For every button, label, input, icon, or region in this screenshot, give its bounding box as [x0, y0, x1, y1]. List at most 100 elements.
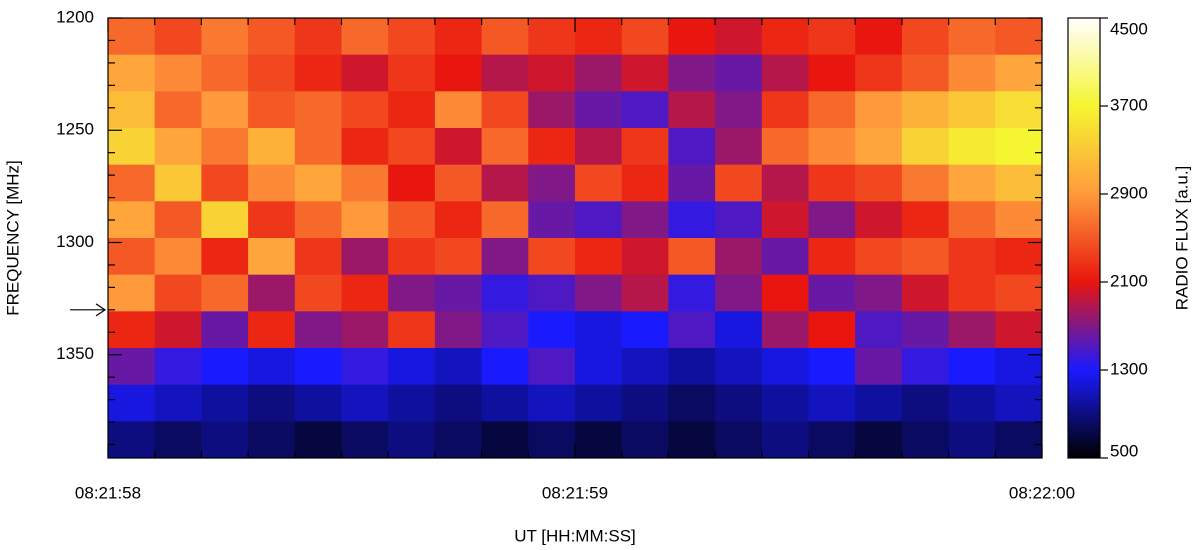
heatmap-cell — [248, 164, 296, 202]
heatmap-cell — [528, 274, 576, 312]
heatmap-cell — [808, 18, 856, 56]
heatmap-cell — [248, 128, 296, 166]
heatmap-cell — [668, 384, 716, 422]
heatmap-cell — [201, 311, 249, 349]
heatmap-cell — [434, 274, 483, 312]
heatmap-cell — [481, 164, 529, 202]
heatmap-cell — [715, 384, 763, 422]
heatmap-cell — [855, 54, 903, 92]
heatmap-cell — [154, 384, 202, 422]
heatmap-cell — [434, 18, 483, 56]
colorbar-tick-label: 3700 — [1110, 95, 1148, 114]
heatmap-cell — [808, 91, 856, 129]
heatmap-cell — [575, 384, 623, 422]
heatmap-cell — [434, 238, 483, 276]
heatmap-cell — [248, 54, 296, 92]
heatmap-cell — [668, 54, 716, 92]
colorbar-tick-label: 4500 — [1110, 19, 1148, 38]
heatmap — [108, 18, 1043, 459]
x-tick-label: 08:21:58 — [75, 483, 141, 502]
heatmap-cell — [108, 91, 156, 129]
heatmap-cell — [621, 348, 669, 386]
heatmap-cell — [808, 128, 856, 166]
heatmap-cell — [948, 421, 996, 459]
heatmap-cell — [294, 164, 342, 202]
heatmap-cell — [528, 348, 576, 386]
heatmap-cell — [668, 348, 716, 386]
heatmap-cell — [201, 91, 249, 129]
heatmap-cell — [715, 421, 763, 459]
heatmap-cell — [575, 18, 623, 56]
heatmap-cell — [388, 128, 436, 166]
heatmap-cell — [154, 201, 202, 239]
heatmap-cell — [855, 164, 903, 202]
heatmap-cell — [948, 238, 996, 276]
heatmap-cell — [808, 201, 856, 239]
heatmap-cell — [808, 274, 856, 312]
heatmap-cell — [901, 91, 950, 129]
heatmap-cell — [528, 311, 576, 349]
heatmap-cell — [108, 311, 156, 349]
heatmap-cell — [388, 164, 436, 202]
heatmap-cell — [154, 238, 202, 276]
heatmap-cell — [388, 384, 436, 422]
heatmap-cell — [855, 384, 903, 422]
heatmap-cell — [808, 421, 856, 459]
heatmap-cell — [761, 201, 809, 239]
heatmap-cell — [341, 274, 389, 312]
heatmap-cell — [575, 201, 623, 239]
heatmap-cell — [388, 238, 436, 276]
heatmap-cell — [995, 164, 1043, 202]
heatmap-cell — [668, 201, 716, 239]
heatmap-cell — [575, 274, 623, 312]
heatmap-cell — [668, 421, 716, 459]
heatmap-cell — [481, 311, 529, 349]
heatmap-cell — [481, 274, 529, 312]
heatmap-cell — [481, 384, 529, 422]
heatmap-cell — [154, 91, 202, 129]
heatmap-cell — [248, 238, 296, 276]
heatmap-cell — [761, 384, 809, 422]
heatmap-cell — [715, 348, 763, 386]
heatmap-cell — [948, 54, 996, 92]
heatmap-cell — [528, 238, 576, 276]
heatmap-cell — [294, 91, 342, 129]
heatmap-cell — [621, 421, 669, 459]
colorbar-title: RADIO FLUX [a.u.] — [1172, 166, 1191, 311]
heatmap-cell — [248, 18, 296, 56]
x-tick-label: 08:21:59 — [542, 483, 608, 502]
heatmap-cell — [248, 311, 296, 349]
heatmap-cell — [715, 238, 763, 276]
heatmap-cell — [855, 238, 903, 276]
heatmap-cell — [948, 348, 996, 386]
heatmap-cell — [108, 421, 156, 459]
heatmap-cell — [948, 274, 996, 312]
heatmap-cell — [154, 421, 202, 459]
heatmap-cell — [201, 18, 249, 56]
heatmap-cell — [388, 54, 436, 92]
heatmap-cell — [294, 274, 342, 312]
colorbar-tick-label: 1300 — [1110, 359, 1148, 378]
heatmap-cell — [108, 18, 156, 56]
heatmap-cell — [995, 18, 1043, 56]
heatmap-cell — [621, 238, 669, 276]
heatmap-cell — [528, 384, 576, 422]
heatmap-cell — [201, 238, 249, 276]
heatmap-cell — [855, 128, 903, 166]
colorbar-tick-label: 2900 — [1110, 183, 1148, 202]
heatmap-cell — [715, 54, 763, 92]
heatmap-cell — [294, 348, 342, 386]
heatmap-cell — [621, 128, 669, 166]
heatmap-cell — [108, 54, 156, 92]
heatmap-cell — [294, 421, 342, 459]
heatmap-cell — [901, 421, 950, 459]
heatmap-cell — [995, 54, 1043, 92]
heatmap-cell — [481, 201, 529, 239]
heatmap-cell — [948, 91, 996, 129]
heatmap-cell — [434, 201, 483, 239]
heatmap-cell — [761, 91, 809, 129]
heatmap-cell — [575, 311, 623, 349]
heatmap-cell — [621, 311, 669, 349]
heatmap-cell — [481, 348, 529, 386]
heatmap-cell — [995, 274, 1043, 312]
